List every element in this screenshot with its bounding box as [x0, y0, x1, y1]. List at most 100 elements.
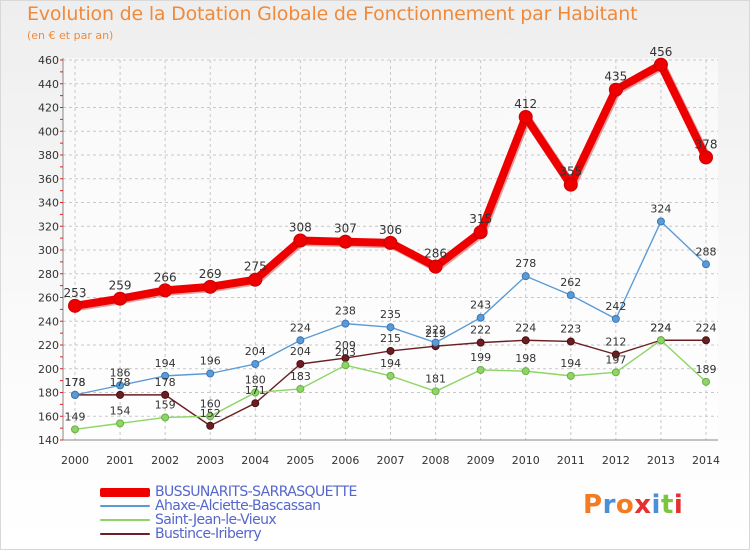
data-label-bussunarits: 456	[649, 45, 672, 59]
legend-swatch-ahaxe	[100, 505, 150, 507]
data-point-ahaxe	[521, 272, 530, 281]
data-point-ahaxe	[341, 319, 350, 328]
data-label-bussunarits: 269	[199, 267, 222, 281]
data-point-ahaxe	[566, 291, 575, 300]
data-point-saint-jean	[116, 419, 125, 428]
data-point-bussunarits	[293, 233, 308, 248]
data-label-ahaxe: 222	[425, 324, 446, 337]
data-label-saint-jean: 183	[290, 370, 311, 383]
data-label-ahaxe: 224	[290, 321, 311, 334]
y-tick-label: 420	[38, 102, 59, 115]
data-point-ahaxe	[116, 381, 125, 390]
logo-letter: t	[660, 490, 674, 520]
data-point-ahaxe	[206, 369, 215, 378]
data-point-ahaxe	[71, 390, 79, 399]
data-label-ahaxe: 243	[470, 299, 491, 312]
data-point-ahaxe	[702, 260, 710, 269]
data-label-saint-jean: 203	[335, 346, 356, 359]
data-point-bussunarits	[473, 225, 488, 240]
data-label-saint-jean: 181	[425, 372, 446, 385]
x-tick-label: 2000	[61, 454, 89, 467]
data-point-saint-jean	[702, 377, 710, 386]
y-tick-label: 220	[38, 339, 59, 352]
data-point-saint-jean	[161, 413, 170, 422]
data-point-bussunarits	[248, 272, 263, 287]
x-tick-label: 2006	[331, 454, 359, 467]
logo-letter: P	[583, 490, 603, 520]
data-label-saint-jean: 194	[560, 357, 581, 370]
legend-item-bustince: Bustince-Iriberry	[100, 527, 357, 541]
data-label-ahaxe: 262	[560, 276, 581, 289]
x-tick-label: 2007	[377, 454, 405, 467]
data-label-saint-jean: 224	[650, 321, 671, 334]
data-point-ahaxe	[611, 314, 620, 323]
data-point-bussunarits	[518, 110, 533, 124]
data-point-bustince	[296, 360, 305, 368]
y-tick-label: 360	[38, 173, 59, 186]
logo-letter: i	[673, 490, 684, 520]
data-point-saint-jean	[206, 412, 215, 421]
legend-label-ahaxe: Ahaxe-Alciette-Bascassan	[155, 498, 321, 514]
data-label-bustince: 171	[245, 384, 266, 397]
y-tick-label: 340	[38, 197, 59, 210]
x-tick-label: 2010	[512, 454, 540, 467]
data-point-bustince	[206, 421, 215, 430]
data-label-ahaxe: 204	[245, 345, 266, 358]
y-tick-label: 320	[38, 220, 59, 233]
data-label-saint-jean: 180	[245, 374, 266, 387]
data-label-ahaxe: 235	[380, 308, 401, 321]
y-tick-label: 260	[38, 292, 59, 305]
data-label-bussunarits: 266	[154, 270, 177, 284]
data-label-ahaxe: 186	[110, 366, 131, 379]
y-tick-label: 240	[38, 315, 59, 328]
chart-subtitle: (en € et par an)	[27, 29, 114, 42]
data-point-saint-jean	[566, 371, 575, 380]
y-tick-label: 300	[38, 244, 59, 257]
data-label-saint-jean: 197	[605, 353, 626, 366]
y-tick-label: 440	[38, 78, 59, 91]
data-label-bustince: 152	[200, 407, 221, 420]
chart-title: Evolution de la Dotation Globale de Fonc…	[27, 3, 638, 25]
legend-item-ahaxe: Ahaxe-Alciette-Bascassan	[100, 499, 357, 513]
x-tick-label: 2011	[557, 454, 585, 467]
data-label-ahaxe: 324	[650, 203, 671, 216]
data-label-bussunarits: 259	[109, 279, 132, 293]
y-tick-label: 380	[38, 149, 59, 162]
y-tick-label: 200	[38, 363, 59, 376]
data-point-bussunarits	[383, 235, 398, 250]
data-point-ahaxe	[386, 323, 395, 332]
data-label-bustince: 178	[110, 376, 131, 389]
data-point-bustince	[251, 399, 260, 408]
data-point-saint-jean	[251, 388, 260, 397]
data-point-bustince	[116, 390, 125, 399]
data-label-ahaxe: 178	[65, 376, 86, 389]
data-point-bustince	[386, 346, 395, 355]
proxiti-logo: Proxiti	[583, 490, 683, 520]
data-point-ahaxe	[161, 371, 170, 380]
data-label-bussunarits: 435	[604, 70, 627, 84]
x-tick-label: 2002	[151, 454, 179, 467]
x-tick-label: 2013	[647, 454, 675, 467]
data-point-bussunarits	[203, 279, 218, 294]
data-label-ahaxe: 238	[335, 305, 356, 318]
data-label-saint-jean: 154	[110, 404, 131, 417]
data-point-saint-jean	[296, 384, 305, 393]
data-label-bustince: 219	[425, 327, 446, 340]
data-point-ahaxe	[656, 217, 665, 226]
x-tick-label: 2009	[467, 454, 495, 467]
data-point-ahaxe	[431, 338, 440, 347]
data-label-bustince: 212	[605, 336, 626, 349]
data-label-ahaxe: 194	[155, 357, 176, 370]
data-label-ahaxe: 278	[515, 257, 536, 270]
data-label-bussunarits: 355	[559, 165, 582, 179]
x-tick-label: 2003	[196, 454, 224, 467]
legend-item-bussunarits: BUSSUNARITS-SARRASQUETTE	[100, 485, 357, 499]
y-tick-label: 180	[38, 387, 59, 400]
data-point-saint-jean	[656, 336, 665, 345]
legend-label-saint-jean: Saint-Jean-le-Vieux	[155, 512, 277, 528]
y-tick-label: 460	[38, 54, 59, 67]
data-label-bustince: 178	[65, 376, 86, 389]
x-tick-label: 2012	[602, 454, 630, 467]
y-tick-label: 280	[38, 268, 59, 281]
